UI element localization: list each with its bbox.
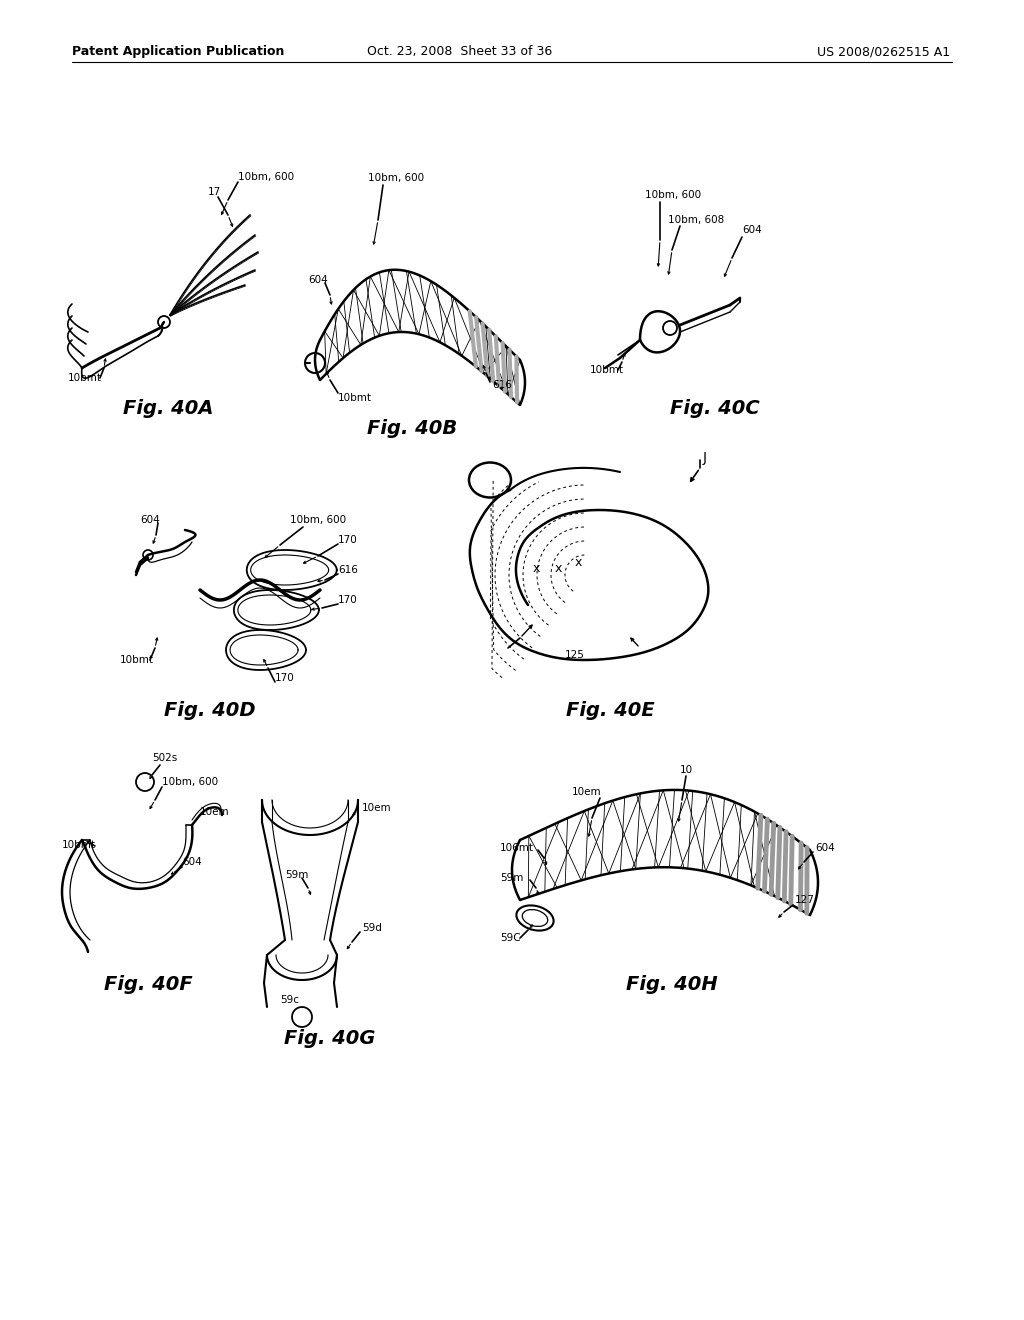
- Text: 127: 127: [795, 895, 815, 906]
- Text: 604: 604: [815, 843, 835, 853]
- Text: 10bm, 600: 10bm, 600: [368, 173, 424, 183]
- Text: 59m: 59m: [500, 873, 523, 883]
- Text: Patent Application Publication: Patent Application Publication: [72, 45, 285, 58]
- Text: 10em: 10em: [362, 803, 391, 813]
- Text: 10bm, 600: 10bm, 600: [645, 190, 701, 201]
- Text: x: x: [532, 561, 540, 574]
- Text: 10bm, 600: 10bm, 600: [238, 172, 294, 182]
- Text: 502s: 502s: [152, 752, 177, 763]
- Text: 616: 616: [338, 565, 357, 576]
- Text: 59d: 59d: [362, 923, 382, 933]
- Text: 616: 616: [492, 380, 512, 389]
- Text: 59c: 59c: [280, 995, 299, 1005]
- Text: Oct. 23, 2008  Sheet 33 of 36: Oct. 23, 2008 Sheet 33 of 36: [368, 45, 553, 58]
- Text: US 2008/0262515 A1: US 2008/0262515 A1: [817, 45, 950, 58]
- Text: 10: 10: [680, 766, 693, 775]
- Text: 106mt: 106mt: [500, 843, 534, 853]
- Text: Fig. 40A: Fig. 40A: [123, 399, 213, 417]
- Text: Fig. 40E: Fig. 40E: [565, 701, 654, 719]
- Text: 604: 604: [742, 224, 762, 235]
- Text: 10bm, 608: 10bm, 608: [668, 215, 724, 224]
- Text: J: J: [703, 451, 707, 465]
- Text: 170: 170: [275, 673, 295, 682]
- Text: 17: 17: [208, 187, 221, 197]
- Circle shape: [143, 550, 153, 560]
- Text: 59C: 59C: [500, 933, 520, 942]
- Text: 125: 125: [565, 649, 585, 660]
- Text: Fig. 40C: Fig. 40C: [670, 399, 760, 417]
- Text: 10bmt: 10bmt: [590, 366, 624, 375]
- Text: 604: 604: [308, 275, 328, 285]
- Text: 59m: 59m: [285, 870, 308, 880]
- Text: 10bmt: 10bmt: [68, 374, 102, 383]
- Text: 10bmt: 10bmt: [62, 840, 96, 850]
- Text: 170: 170: [338, 535, 357, 545]
- Text: 10bm, 600: 10bm, 600: [162, 777, 218, 787]
- Text: Fig. 40G: Fig. 40G: [285, 1028, 376, 1048]
- Text: 10em: 10em: [200, 807, 229, 817]
- Text: Fig. 40B: Fig. 40B: [367, 418, 457, 437]
- Text: x: x: [554, 561, 562, 574]
- Text: Fig. 40F: Fig. 40F: [103, 975, 193, 994]
- Text: 10bm, 600: 10bm, 600: [290, 515, 346, 525]
- Text: x: x: [574, 556, 582, 569]
- Text: 170: 170: [338, 595, 357, 605]
- Text: 10bmt: 10bmt: [338, 393, 372, 403]
- Text: 604: 604: [182, 857, 202, 867]
- Text: Fig. 40H: Fig. 40H: [626, 975, 718, 994]
- Text: 10bmt: 10bmt: [120, 655, 154, 665]
- Text: 604: 604: [140, 515, 160, 525]
- Text: Fig. 40D: Fig. 40D: [164, 701, 256, 719]
- Text: 10em: 10em: [572, 787, 602, 797]
